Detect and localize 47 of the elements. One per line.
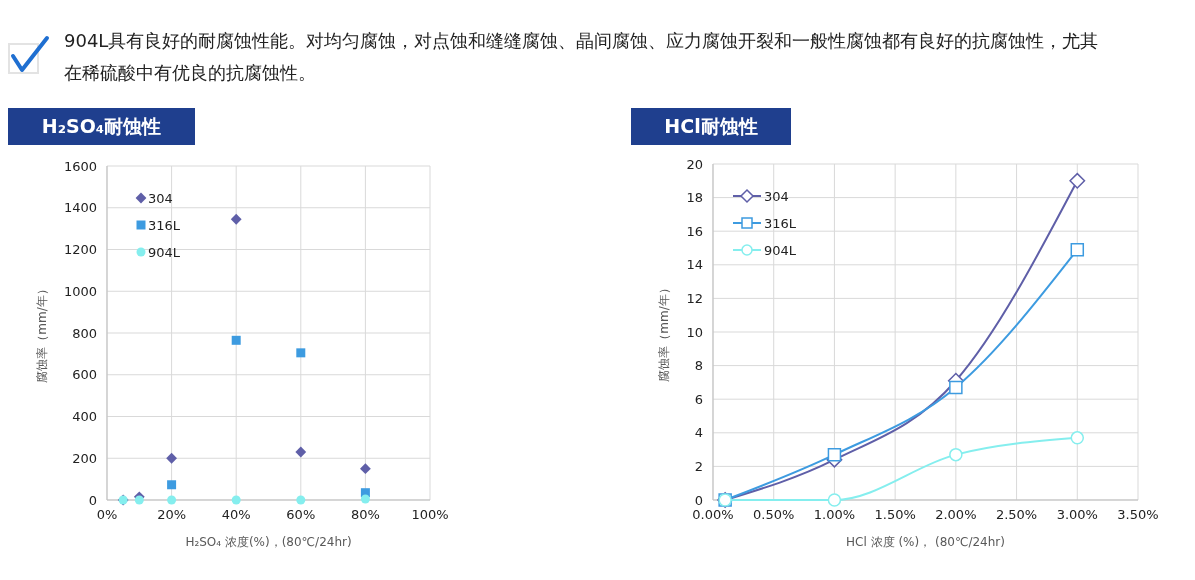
y-tick-label: 1400 <box>63 200 97 216</box>
chart-title: HCl耐蚀性 <box>664 115 758 138</box>
text: 904L具有良好的耐腐蚀性能。对均匀腐蚀，对点蚀和缝缝腐蚀、晶间腐蚀、应力腐蚀开裂和一般性腐蚀都有良好的抗腐蚀性，尤其在稀硫酸中有优良的抗腐蚀性。 <box>64 30 1099 83</box>
legend-label: 304 <box>764 188 789 204</box>
y-tick-label: 6 <box>694 391 703 407</box>
y-tick-label: 0 <box>88 492 97 508</box>
x-tick-label: 2.50% <box>995 507 1038 523</box>
y-tick-label: 4 <box>694 425 703 441</box>
x-tick-label: 0% <box>96 507 118 523</box>
legend-label: 304 <box>148 190 173 206</box>
chart-title: H₂SO₄耐蚀性 <box>41 115 162 138</box>
y-tick-label: 12 <box>686 290 703 306</box>
y-tick-label: 2 <box>694 458 703 474</box>
y-tick-label: 1200 <box>63 242 97 258</box>
x-tick-label: 80% <box>350 507 380 523</box>
x-tick-label: 0.00% <box>692 507 734 523</box>
x-tick-label: 0.50% <box>753 507 795 523</box>
y-tick-label: 400 <box>72 409 97 425</box>
x-tick-label: 2.00% <box>935 507 977 523</box>
legend-label: 904L <box>148 244 181 260</box>
x-tick-label: 20% <box>157 507 187 523</box>
x-tick-label: 100% <box>411 507 449 523</box>
x-tick-label: 1.00% <box>813 507 856 523</box>
x-axis-title: HCl 浓度 (%)， (80℃/24hr) <box>846 535 1005 549</box>
y-tick-label: 600 <box>72 367 97 383</box>
y-tick-label: 20 <box>686 156 703 172</box>
y-axis-title: 腐蚀率（mm/年） <box>34 283 49 383</box>
y-axis-title: 腐蚀率（mm/年） <box>657 282 672 382</box>
y-tick-label: 8 <box>694 358 703 374</box>
x-tick-label: 3.50% <box>1117 507 1159 523</box>
legend-label: 904L <box>764 242 797 258</box>
y-tick-label: 200 <box>72 450 97 466</box>
x-tick-label: 1.50% <box>874 507 916 523</box>
legend-label: 316L <box>148 217 181 233</box>
y-tick-label: 16 <box>686 223 703 239</box>
x-tick-label: 60% <box>286 507 316 523</box>
x-tick-label: 3.00% <box>1056 507 1098 523</box>
legend-label: 316L <box>764 215 797 231</box>
y-tick-label: 1000 <box>63 283 97 299</box>
y-tick-label: 14 <box>686 257 703 273</box>
y-tick-label: 10 <box>686 324 703 340</box>
x-axis-title: H₂SO₄ 浓度(%)，(80℃/24hr) <box>185 535 352 549</box>
y-tick-label: 1600 <box>63 158 97 174</box>
y-tick-label: 0 <box>694 492 703 508</box>
y-tick-label: 800 <box>72 325 97 341</box>
y-tick-label: 18 <box>686 190 703 206</box>
x-tick-label: 40% <box>221 507 251 523</box>
